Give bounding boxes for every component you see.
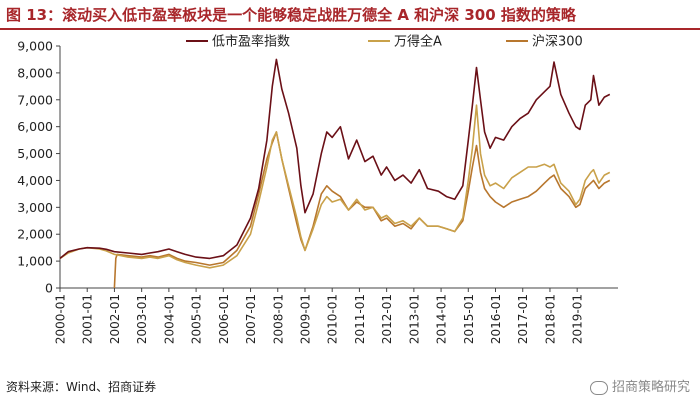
series-line-0 xyxy=(59,58,611,260)
y-tick-label: 9,000 xyxy=(17,39,53,54)
y-tick-label: 5,000 xyxy=(17,146,53,161)
x-tick-label: 2010-01 xyxy=(326,294,340,344)
watermark: 招商策略研究 xyxy=(589,376,690,395)
y-tick-label: 1,000 xyxy=(17,254,53,269)
x-tick-label: 2011-01 xyxy=(353,294,367,344)
x-tick-label: 2006-01 xyxy=(217,294,231,344)
legend-label: 万得全A xyxy=(394,34,442,50)
figure-title: 图 13：滚动买入低市盈率板块是一个能够稳定战胜万德全 A 和沪深 300 指数… xyxy=(6,6,576,24)
y-tick-label: 3,000 xyxy=(17,200,53,215)
figure-title-bar: 图 13：滚动买入低市盈率板块是一个能够稳定战胜万德全 A 和沪深 300 指数… xyxy=(0,0,700,30)
x-tick-label: 2009-01 xyxy=(298,294,312,344)
x-tick-label: 2001-01 xyxy=(81,294,95,344)
legend-label: 低市盈率指数 xyxy=(212,34,290,50)
x-tick-label: 2013-01 xyxy=(407,294,421,344)
x-tick-label: 2000-01 xyxy=(54,294,68,344)
legend-label: 沪深300 xyxy=(532,34,583,50)
y-tick-label: 8,000 xyxy=(17,65,53,80)
y-tick-label: 7,000 xyxy=(17,92,53,107)
x-tick-label: 2019-01 xyxy=(571,294,585,344)
line-chart: 0 1,000 2,000 3,000 4,000 5,000 6,000 7,000 8,00… xyxy=(17,34,618,344)
x-tick-label: 2008-01 xyxy=(271,294,285,344)
source-note: 资料来源：Wind、招商证券 xyxy=(6,380,157,394)
y-tick-label: 6,000 xyxy=(17,119,53,134)
x-tick-label: 2003-01 xyxy=(135,294,149,344)
x-tick-label: 2005-01 xyxy=(190,294,204,344)
x-tick-label: 2012-01 xyxy=(380,294,394,344)
x-tick-label: 2004-01 xyxy=(162,294,176,344)
x-tick-label: 2016-01 xyxy=(489,294,503,344)
x-tick-label: 2015-01 xyxy=(462,294,476,344)
y-tick-label: 4,000 xyxy=(17,173,53,188)
y-tick-label: 0 xyxy=(45,281,53,296)
series-line-1 xyxy=(59,104,611,269)
x-tick-label: 2014-01 xyxy=(435,294,449,344)
x-tick-label: 2007-01 xyxy=(244,294,258,344)
series-line-2 xyxy=(113,131,611,289)
x-tick-label: 2018-01 xyxy=(543,294,557,344)
y-tick-label: 2,000 xyxy=(17,227,53,242)
wechat-icon xyxy=(589,380,608,395)
x-tick-label: 2002-01 xyxy=(108,294,122,344)
x-tick-label: 2017-01 xyxy=(516,294,530,344)
watermark-text: 招商策略研究 xyxy=(611,380,690,395)
